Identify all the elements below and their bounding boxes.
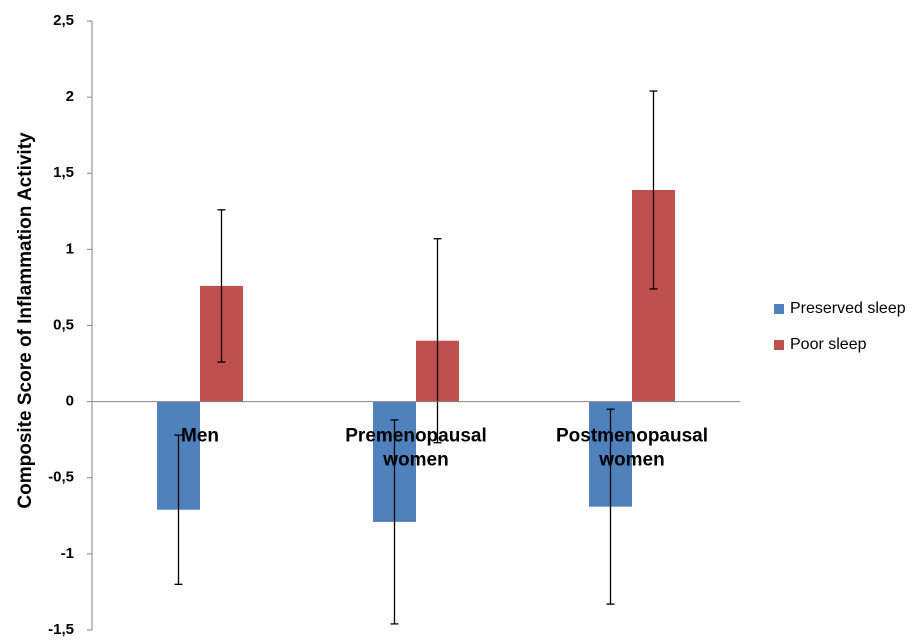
y-tick-label: -1 [61,545,74,562]
legend-swatch [774,340,784,350]
error-bar [649,90,658,290]
category-label: Postmenopausal women [556,426,708,471]
y-tick-label: 1 [66,240,74,257]
category-label: Men [181,426,219,447]
legend-label: Preserved sleep [790,300,906,317]
legend-swatch [774,304,784,314]
category-label: Premenopausal women [345,426,487,471]
category-labels: Men Premenopausal women Postmenopausal women [181,426,708,471]
error-bar [606,408,615,605]
y-tick-label: 0,5 [53,316,74,333]
error-bar [217,209,226,363]
y-axis-title-group: Composite Score of Inflammation Activity [15,132,36,509]
y-tick-label: 2,5 [53,12,74,29]
y-tick-label: 2 [66,88,74,105]
legend-item: Preserved sleep [774,300,906,317]
error-bars [174,90,658,625]
y-tick-label: 0 [66,393,74,410]
y-tick-label: 1,5 [53,164,74,181]
error-bar [174,434,183,585]
legend-label: Poor sleep [790,336,867,353]
error-bar [433,238,442,444]
legend-item: Poor sleep [774,336,867,353]
bars [157,189,675,522]
error-bar [390,419,399,625]
y-axis: 2,5 2 1,5 1 0,5 0 -0,5 -1 -1,5 [48,12,93,638]
y-axis-title: Composite Score of Inflammation Activity [15,132,36,509]
y-tick-label: -0,5 [48,469,74,486]
y-tick-label: -1,5 [48,621,74,638]
legend: Preserved sleep Poor sleep [774,300,906,353]
